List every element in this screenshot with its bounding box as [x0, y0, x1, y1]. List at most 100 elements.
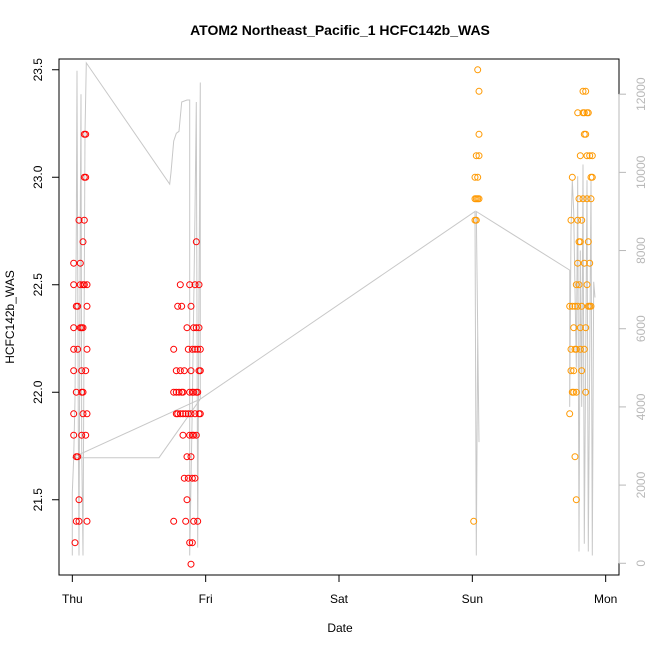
data-point [70, 324, 78, 332]
data-point [574, 216, 582, 224]
data-point [70, 259, 78, 267]
data-point [576, 238, 584, 246]
data-point [179, 388, 187, 396]
data-point [567, 216, 575, 224]
data-point [587, 302, 595, 310]
data-point [78, 431, 86, 439]
data-point [76, 281, 84, 289]
data-point [184, 474, 192, 482]
data-point [584, 109, 592, 117]
plot-frame [58, 58, 620, 576]
data-point [574, 109, 582, 117]
data-point [576, 345, 584, 353]
data-point [188, 539, 196, 547]
right-tick-label: 8000 [634, 237, 648, 264]
x-axis-label: Date [327, 621, 353, 635]
data-point [570, 388, 578, 396]
data-point [180, 474, 188, 482]
data-point [574, 259, 582, 267]
data-point [72, 517, 80, 525]
data-point [175, 388, 183, 396]
right-tick-label: 2000 [634, 471, 648, 498]
data-point [568, 302, 576, 310]
data-point [172, 367, 180, 375]
data-point [187, 560, 195, 568]
data-point [570, 324, 578, 332]
data-point [472, 216, 480, 224]
data-point [191, 474, 199, 482]
data-point [176, 367, 184, 375]
data-point [474, 66, 482, 74]
data-point [580, 109, 588, 117]
data-point [179, 431, 187, 439]
data-point [74, 302, 82, 310]
data-point [183, 496, 191, 504]
data-point [588, 173, 596, 181]
data-point [572, 496, 580, 504]
data-point [78, 367, 86, 375]
data-point [566, 302, 574, 310]
data-point [74, 453, 82, 461]
data-point [566, 410, 574, 418]
data-point [178, 302, 186, 310]
data-point [83, 302, 91, 310]
data-point [187, 453, 195, 461]
y-axis: 21.5 22.0 22.5 23.0 23.5 [31, 58, 60, 511]
data-point [191, 345, 199, 353]
data-point [580, 345, 588, 353]
right-tick-label: 0 [634, 560, 648, 567]
data-point [170, 388, 178, 396]
data-point [579, 87, 587, 95]
data-point [176, 410, 184, 418]
data-point [582, 87, 590, 95]
data-point [472, 152, 480, 160]
data-point [183, 324, 191, 332]
x-tick-label: Thu [62, 592, 83, 606]
altitude-line-group [71, 61, 596, 556]
data-point [83, 345, 91, 353]
data-point [192, 238, 200, 246]
data-point [571, 302, 579, 310]
data-point [567, 345, 575, 353]
data-point [79, 410, 87, 418]
data-point [179, 410, 187, 418]
y-tick-label: 22.5 [31, 273, 45, 297]
data-point [187, 410, 195, 418]
data-point [570, 367, 578, 375]
data-point [583, 195, 591, 203]
data-point [174, 302, 182, 310]
data-point [196, 410, 204, 418]
data-point [83, 281, 91, 289]
data-point [580, 259, 588, 267]
right-axis: 0 2000 4000 6000 8000 10000 12000 [618, 77, 648, 567]
data-point [190, 517, 198, 525]
data-point [170, 345, 178, 353]
right-tick-label: 12000 [634, 77, 648, 111]
data-point [83, 517, 91, 525]
data-point [471, 173, 479, 181]
data-point [191, 281, 199, 289]
data-point [70, 367, 78, 375]
data-point [80, 216, 88, 224]
data-point [578, 302, 586, 310]
y-tick-label: 23.5 [31, 58, 45, 82]
data-point [572, 281, 580, 289]
right-tick-label: 4000 [634, 393, 648, 420]
data-point [188, 345, 196, 353]
data-point [192, 431, 200, 439]
data-point [72, 388, 80, 396]
data-point [575, 195, 583, 203]
data-point [194, 517, 202, 525]
data-point [188, 474, 196, 482]
right-tick-label: 10000 [634, 155, 648, 189]
data-point [582, 324, 590, 332]
data-point [574, 302, 582, 310]
data-point [582, 130, 590, 138]
data-point [584, 238, 592, 246]
data-point [582, 388, 590, 396]
data-point [186, 431, 194, 439]
data-point [475, 130, 483, 138]
data-point [583, 152, 591, 160]
data-point [82, 173, 90, 181]
